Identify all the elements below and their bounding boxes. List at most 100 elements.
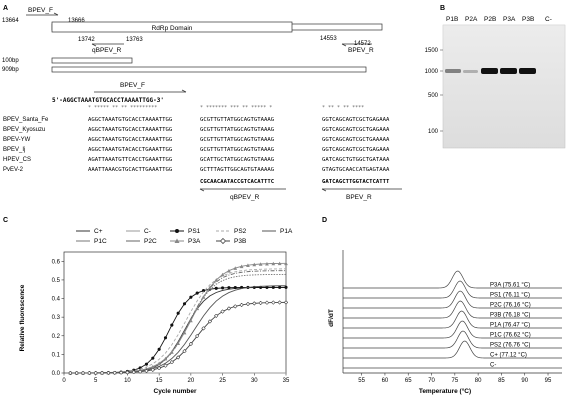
row-name: PvEV-2	[3, 167, 24, 173]
amplicon-100bp-bar	[51, 57, 133, 64]
row-seq-1: AGGCTAAATGTACACCTGAAATTGG	[88, 147, 173, 153]
chart-c-y-tick-label: 0.0	[52, 371, 61, 377]
alignment-row: BPEV_Kyosuzu AGGCTAAATGTGCACCTAAAATTGG G…	[3, 127, 390, 133]
series-line-p2c-76-16-c	[343, 290, 562, 309]
gel-band-p2b	[481, 68, 498, 74]
chart-d-curves	[343, 270, 562, 369]
conservation-row-2: * ******* *** ** ***** *	[200, 105, 272, 111]
chart-d-x-tick-label: 65	[405, 378, 412, 384]
legend-label-c-plus: C+	[94, 228, 103, 235]
legend-label-p1c: P1C	[94, 238, 107, 245]
row-seq-1: AAATTAAACGTGCACTTGAAATTGG	[88, 167, 173, 173]
chart-c-x-axis-label: Cycle number	[154, 388, 197, 395]
primer-f-sequence: 5'-AGGCTAAATGTGCACCTAAAATTGG-3'	[52, 97, 164, 104]
row-seq-2: GCGTTGTTATGGCAGTGTAAAG	[200, 147, 275, 153]
row-seq-2: GCGTTGTTATGGCAGTGTAAAG	[200, 117, 275, 123]
gel-band-p3b	[519, 68, 536, 74]
chart-c-y-tick-label: 0.1	[52, 352, 61, 358]
alignment-row: HPEV_CS AGATTAAATGTTCACCTGAAATTGG GCATTG…	[3, 157, 390, 163]
rdrp-domain-box	[51, 21, 293, 33]
primer-r-label: BPEV_R	[348, 47, 374, 54]
gel-lane-label: P2B	[484, 16, 496, 23]
row-seq-3: GATCAGCTGTGGCTGATAAA	[322, 157, 390, 163]
reverse-r-sequence: GATCAGCTTGGTACTCATTT	[322, 179, 390, 185]
q-bottom-arrow-head	[199, 188, 205, 192]
row-name: BPEV_Santa_Fe	[3, 117, 49, 123]
chart-c-x-tick-label: 0	[62, 378, 66, 384]
panel-d-letter: D	[322, 217, 327, 224]
gel-lane-label: P3A	[503, 16, 516, 23]
chart-d-x-tick-label: 75	[451, 378, 458, 384]
series-line-p3b	[70, 302, 286, 373]
legend-marker-p3b	[219, 237, 227, 245]
chart-d-axes: 55 60 65 70 75 80 85 90 95	[342, 250, 562, 384]
row-name: BPEV-YW	[3, 137, 31, 143]
panel-c: C C+ C- PS1 PS2 P1A P1C P2C P3A P3B 0 5 10…	[3, 217, 293, 395]
alignment-row: BPEV-YW AGGCTAAATGTGCACCTAAAATTGG GCGTTG…	[3, 137, 390, 143]
row-name: BPEV_Kyosuzu	[3, 127, 45, 133]
alignment-rows: BPEV_Santa_Fe AGGCTAAATGTGCACCTAAAATTGG …	[3, 117, 390, 173]
r-bottom-label: BPEV_R	[346, 194, 372, 201]
panel-d: D 55 60 65 70 75 80 85 90 95 P3A (75.61 °C) PS1 (…	[322, 217, 562, 395]
row-seq-3: GGTCAGCAGTCGCTGAGAAA	[322, 127, 390, 133]
panel-b-letter: B	[440, 5, 445, 12]
align-primer-f-arrow-head	[181, 89, 187, 93]
series-label-p3a-75-61-c: P3A (75.61 °C)	[490, 283, 530, 289]
gel-marker: 500	[428, 93, 439, 99]
panel-b: B P1B P2A P2B P3A P3B C- 1500 1000 500 1…	[425, 5, 566, 149]
series-label-p1a-76-47-c: P1A (76.47 °C)	[490, 323, 530, 329]
series-line-ps1-76-11-c	[343, 280, 562, 299]
chart-d-x-axis-label: Temperature (°C)	[419, 387, 471, 395]
alignment-row: BPEV_Santa_Fe AGGCTAAATGTGCACCTAAAATTGG …	[3, 117, 390, 123]
align-primer-f-label: BPEV_F	[120, 82, 145, 89]
row-seq-1: AGGCTAAATGTGCACCTAAAATTGG	[88, 137, 173, 143]
row-seq-3: GTAGTGCAACCATGAGTAAA	[322, 167, 390, 173]
series-line-p1c-76-62-c	[343, 320, 562, 339]
alignment-row: PvEV-2 AAATTAAACGTGCACTTGAAATTGG GCTTTAG…	[3, 167, 390, 173]
gel-band-p3a	[500, 68, 517, 74]
gel-band-p2a	[463, 70, 478, 73]
primer-r-arrow-head	[341, 43, 347, 47]
chart-c-x-tick-label: 30	[251, 378, 258, 384]
primer-f-label: BPEV_F	[28, 7, 53, 14]
legend-marker-p3a	[174, 238, 180, 243]
chart-d-curve-labels: P3A (75.61 °C) PS1 (76.11 °C) P2C (76.16 °…	[490, 283, 531, 369]
series-line-c-plus-77-12-c	[343, 340, 562, 359]
series-label-p3b-76-18-c: P3B (76.18 °C)	[490, 313, 530, 319]
chart-c-curves	[70, 261, 286, 373]
chart-c-x-tick-label: 20	[188, 378, 195, 384]
chart-c-x-tick-label: 25	[219, 378, 226, 384]
legend-label-ps1: PS1	[188, 228, 201, 235]
row-seq-2: GCATTGCTATGGCAGTGTAAAG	[200, 157, 275, 163]
gel-lane-label: C-	[545, 16, 552, 23]
series-label-p2c-76-16-c: P2C (76.16 °C)	[490, 303, 531, 309]
row-seq-2: GCGTTGTTATGGCAGTGTAAAG	[200, 137, 275, 143]
panel-a: A BPEV_F 13664 13666 RdRp Domain 13742 1…	[2, 5, 402, 201]
gel-marker: 1500	[425, 48, 439, 54]
primer-f-end: 13666	[68, 18, 85, 24]
legend-label-c-minus: C-	[144, 228, 151, 235]
chart-c-y-tick-label: 0.6	[52, 259, 61, 265]
conservation-row-1: * ***** ** ** *********	[88, 105, 157, 111]
row-seq-3: GGTCAGCAGTCGCTGAGAAA	[322, 117, 390, 123]
amplicon-100bp-label: 100bp	[2, 58, 19, 64]
row-seq-1: AGGCTAAATGTGCACCTAAAATTGG	[88, 117, 173, 123]
chart-c-y-tick-label: 0.4	[52, 297, 61, 303]
gel-band-p1b	[445, 69, 461, 73]
chart-d-x-tick-label: 90	[521, 378, 528, 384]
primer-f-start: 13664	[2, 18, 19, 24]
row-seq-3: GGTCAGCAGTCGCTGAGAAA	[322, 147, 390, 153]
series-label-p1c-76-62-c: P1C (76.62 °C)	[490, 333, 531, 339]
amplicon-909bp-bar	[51, 66, 367, 73]
chart-d-x-tick-label: 60	[382, 378, 389, 384]
row-seq-2: GCTTTAGTTGGCAGTGTAAAAG	[200, 167, 275, 173]
conservation-row-3: * ** * ** ****	[322, 105, 364, 111]
r-bottom-arrow-head	[321, 188, 327, 192]
chart-c-y-tick-label: 0.3	[52, 315, 61, 321]
row-seq-1: AGGCTAAATGTGCACCTAAAATTGG	[88, 127, 173, 133]
primer-q-arrow-head	[91, 43, 97, 47]
chart-d-x-tick-label: 70	[428, 378, 435, 384]
chart-c-x-tick-label: 5	[94, 378, 98, 384]
primer-f-arrow-head	[53, 12, 59, 16]
